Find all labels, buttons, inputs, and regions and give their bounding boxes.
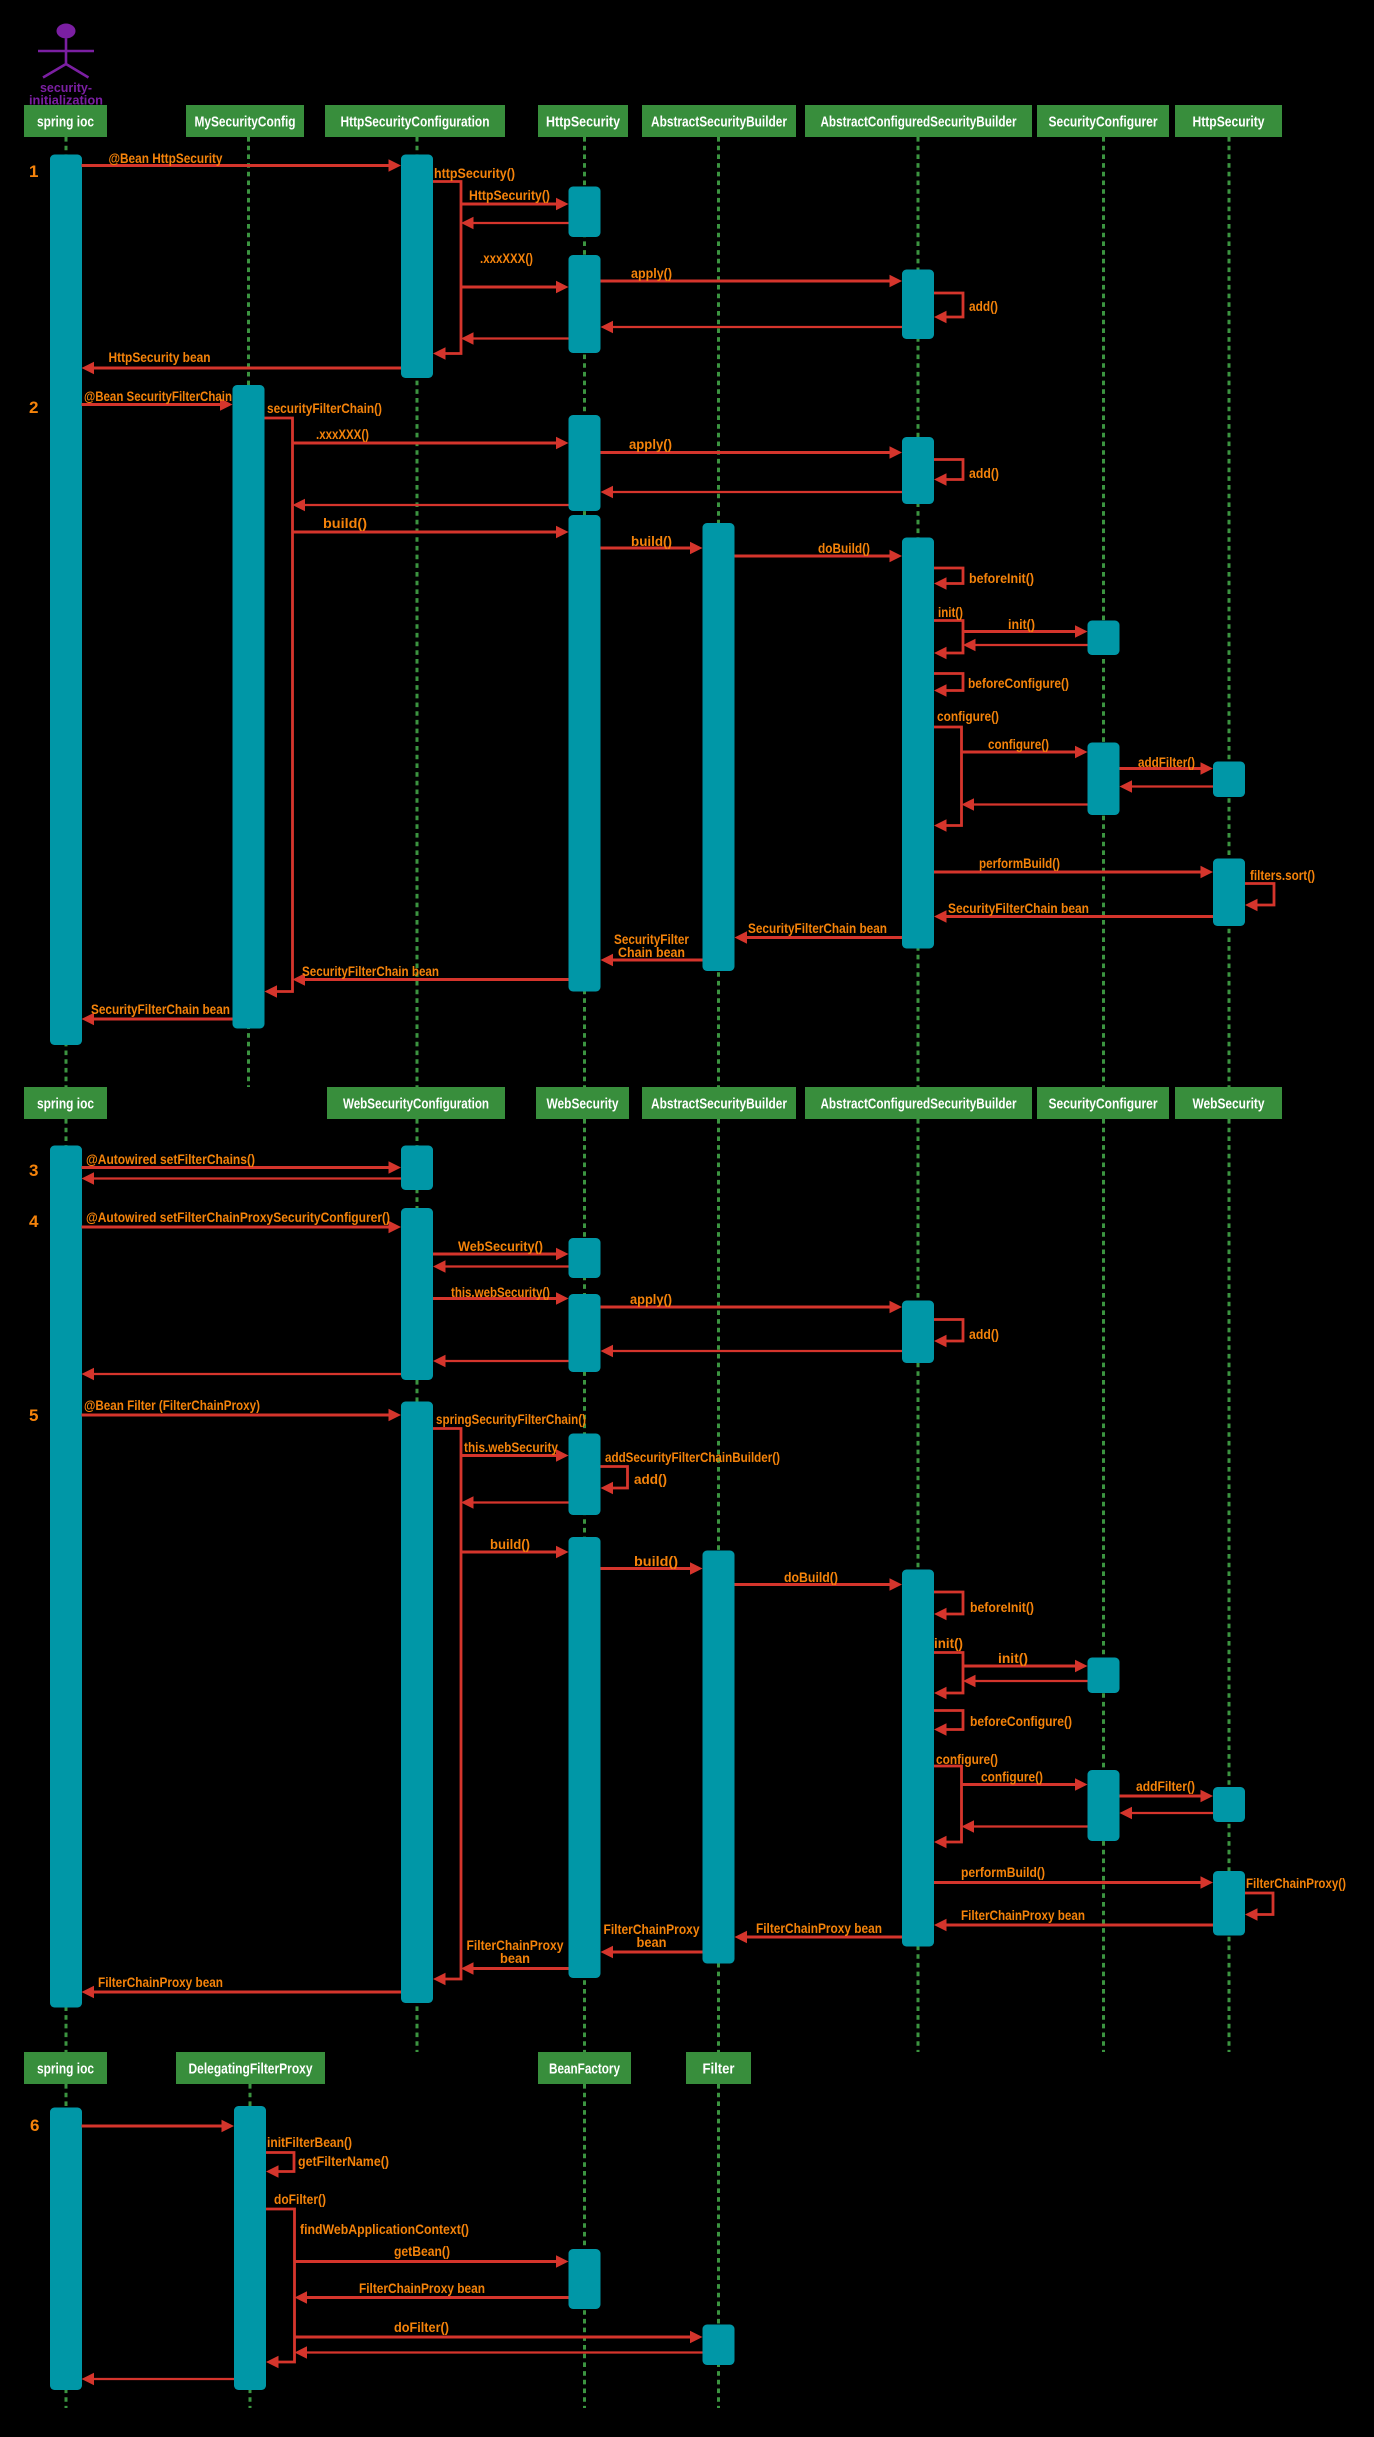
svg-text:getBean(): getBean() <box>394 2244 450 2259</box>
svg-text:FilterChainProxy(): FilterChainProxy() <box>1246 1876 1346 1891</box>
svg-text:security-: security- <box>40 80 92 95</box>
svg-text:2: 2 <box>29 398 38 417</box>
svg-text:AbstractSecurityBuilder: AbstractSecurityBuilder <box>651 1096 787 1113</box>
svg-text:apply(): apply() <box>629 437 672 452</box>
svg-text:WebSecurity(): WebSecurity() <box>458 1239 543 1254</box>
svg-text:6: 6 <box>30 2116 39 2135</box>
svg-text:this.webSecurity: this.webSecurity <box>464 1440 558 1455</box>
svg-text:FilterChainProxy: FilterChainProxy <box>604 1922 700 1937</box>
svg-text:WebSecurity: WebSecurity <box>1193 1096 1266 1113</box>
svg-text:HttpSecurity bean: HttpSecurity bean <box>109 350 211 365</box>
svg-text:FilterChainProxy bean: FilterChainProxy bean <box>961 1908 1085 1923</box>
svg-text:init(): init() <box>998 1651 1028 1666</box>
svg-text:doBuild(): doBuild() <box>818 541 870 556</box>
svg-text:doFilter(): doFilter() <box>274 2192 326 2207</box>
svg-text:FilterChainProxy bean: FilterChainProxy bean <box>98 1975 223 1990</box>
svg-text:beforeInit(): beforeInit() <box>970 1600 1034 1615</box>
svg-text:Filter: Filter <box>703 2061 735 2078</box>
svg-text:SecurityFilterChain bean: SecurityFilterChain bean <box>91 1002 230 1017</box>
svg-text:SecurityFilterChain bean: SecurityFilterChain bean <box>302 964 439 979</box>
svg-text:SecurityConfigurer: SecurityConfigurer <box>1049 1096 1158 1113</box>
svg-text:DelegatingFilterProxy: DelegatingFilterProxy <box>189 2061 314 2078</box>
svg-text:AbstractSecurityBuilder: AbstractSecurityBuilder <box>651 114 787 131</box>
svg-text:WebSecurity: WebSecurity <box>547 1096 620 1113</box>
svg-text:SecurityFilterChain bean: SecurityFilterChain bean <box>748 921 887 936</box>
svg-text:@Bean SecurityFilterChain: @Bean SecurityFilterChain <box>84 389 232 404</box>
svg-text:build(): build() <box>490 1537 530 1552</box>
svg-text:FilterChainProxy bean: FilterChainProxy bean <box>756 1921 882 1936</box>
svg-text:FilterChainProxy bean: FilterChainProxy bean <box>359 2281 485 2296</box>
svg-text:.xxxXXX(): .xxxXXX() <box>316 427 369 442</box>
svg-text:this.webSecurity(): this.webSecurity() <box>451 1285 550 1300</box>
svg-text:init(): init() <box>938 605 963 620</box>
svg-text:@Bean HttpSecurity: @Bean HttpSecurity <box>109 151 223 166</box>
svg-text:beforeConfigure(): beforeConfigure() <box>968 676 1069 691</box>
svg-text:SecurityFilter: SecurityFilter <box>614 932 690 947</box>
svg-text:WebSecurityConfiguration: WebSecurityConfiguration <box>343 1096 489 1113</box>
svg-text:configure(): configure() <box>936 1752 998 1767</box>
svg-text:configure(): configure() <box>937 709 999 724</box>
svg-text:@Autowired setFilterChainProxy: @Autowired setFilterChainProxySecurityCo… <box>86 1210 390 1225</box>
svg-text:filters.sort(): filters.sort() <box>1250 868 1315 883</box>
svg-text:HttpSecurityConfiguration: HttpSecurityConfiguration <box>341 114 490 131</box>
svg-text:performBuild(): performBuild() <box>979 856 1060 871</box>
svg-text:Chain bean: Chain bean <box>618 945 685 960</box>
svg-text:AbstractConfiguredSecurityBuil: AbstractConfiguredSecurityBuilder <box>821 1096 1017 1113</box>
svg-text:addFilter(): addFilter() <box>1136 1779 1195 1794</box>
svg-text:@Bean Filter (FilterChainProxy: @Bean Filter (FilterChainProxy) <box>84 1398 260 1413</box>
svg-text:SecurityConfigurer: SecurityConfigurer <box>1049 114 1158 131</box>
svg-text:initialization: initialization <box>29 93 103 108</box>
svg-text:add(): add() <box>969 299 998 314</box>
svg-text:performBuild(): performBuild() <box>961 1865 1045 1880</box>
svg-text:bean: bean <box>637 1935 667 1950</box>
svg-text:spring ioc: spring ioc <box>37 1096 94 1113</box>
svg-text:FilterChainProxy: FilterChainProxy <box>467 1938 564 1953</box>
svg-text:configure(): configure() <box>981 1770 1043 1785</box>
svg-text:add(): add() <box>634 1472 667 1487</box>
svg-text:build(): build() <box>631 534 672 549</box>
svg-text:findWebApplicationContext(): findWebApplicationContext() <box>300 2222 469 2237</box>
svg-text:springSecurityFilterChain(): springSecurityFilterChain() <box>436 1412 586 1427</box>
svg-text:httpSecurity(): httpSecurity() <box>434 166 515 181</box>
svg-text:configure(): configure() <box>988 737 1049 752</box>
svg-text:AbstractConfiguredSecurityBuil: AbstractConfiguredSecurityBuilder <box>821 114 1017 131</box>
svg-text:apply(): apply() <box>630 1292 672 1307</box>
svg-text:apply(): apply() <box>631 266 672 281</box>
svg-text:initFilterBean(): initFilterBean() <box>267 2135 352 2150</box>
svg-text:4: 4 <box>29 1212 39 1231</box>
svg-text:spring ioc: spring ioc <box>37 114 94 131</box>
svg-text:init(): init() <box>934 1636 963 1651</box>
svg-text:doBuild(): doBuild() <box>784 1570 838 1585</box>
svg-text:HttpSecurity: HttpSecurity <box>1193 114 1266 131</box>
svg-text:beforeConfigure(): beforeConfigure() <box>970 1714 1072 1729</box>
svg-text:@Autowired setFilterChains(): @Autowired setFilterChains() <box>86 1152 255 1167</box>
svg-text:beforeInit(): beforeInit() <box>969 571 1034 586</box>
svg-text:.xxxXXX(): .xxxXXX() <box>480 251 533 266</box>
svg-text:SecurityFilterChain bean: SecurityFilterChain bean <box>948 901 1089 916</box>
svg-text:bean: bean <box>500 1951 530 1966</box>
svg-text:build(): build() <box>634 1554 678 1569</box>
svg-text:3: 3 <box>29 1161 38 1180</box>
svg-text:MySecurityConfig: MySecurityConfig <box>195 114 296 131</box>
svg-text:spring ioc: spring ioc <box>37 2061 94 2078</box>
svg-text:add(): add() <box>969 1327 999 1342</box>
svg-text:securityFilterChain(): securityFilterChain() <box>267 401 382 416</box>
svg-text:init(): init() <box>1008 617 1035 632</box>
svg-text:addFilter(): addFilter() <box>1138 755 1195 770</box>
svg-text:getFilterName(): getFilterName() <box>298 2154 389 2169</box>
svg-text:build(): build() <box>323 516 367 531</box>
svg-text:addSecurityFilterChainBuilder(: addSecurityFilterChainBuilder() <box>605 1450 780 1465</box>
svg-text:doFilter(): doFilter() <box>394 2320 449 2335</box>
svg-text:1: 1 <box>29 162 38 181</box>
svg-text:HttpSecurity: HttpSecurity <box>546 114 621 131</box>
svg-text:HttpSecurity(): HttpSecurity() <box>469 188 550 203</box>
svg-text:add(): add() <box>969 466 999 481</box>
svg-text:BeanFactory: BeanFactory <box>549 2061 621 2078</box>
svg-text:5: 5 <box>29 1406 38 1425</box>
